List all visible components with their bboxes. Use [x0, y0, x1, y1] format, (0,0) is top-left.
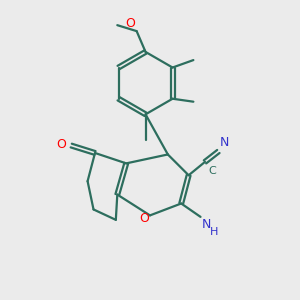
Text: O: O	[125, 16, 135, 30]
Text: H: H	[210, 227, 218, 237]
Text: O: O	[140, 212, 150, 226]
Text: N: N	[220, 136, 229, 148]
Text: N: N	[202, 218, 211, 231]
Text: C: C	[208, 166, 216, 176]
Text: O: O	[56, 138, 66, 151]
